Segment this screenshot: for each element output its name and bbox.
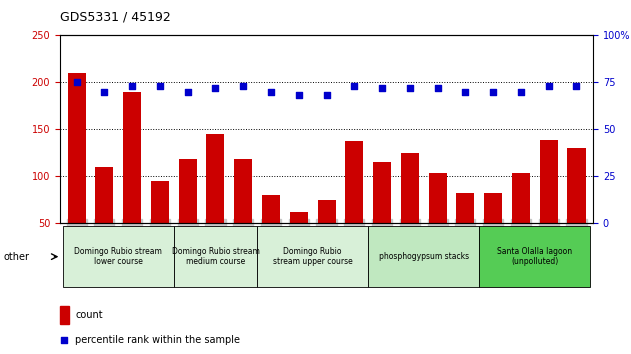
- Point: [461, 89, 471, 95]
- Bar: [290, 212, 308, 270]
- Bar: [262, 195, 280, 270]
- Point: [182, 89, 192, 95]
- Point: [350, 83, 360, 89]
- FancyBboxPatch shape: [369, 226, 480, 287]
- Point: [321, 93, 332, 98]
- Bar: [179, 159, 197, 270]
- Point: [238, 83, 248, 89]
- Text: other: other: [3, 252, 29, 262]
- Point: [266, 89, 276, 95]
- Point: [405, 85, 415, 91]
- Point: [488, 89, 498, 95]
- Point: [127, 83, 137, 89]
- Bar: [206, 134, 225, 270]
- Bar: [456, 193, 475, 270]
- Bar: [345, 141, 363, 270]
- FancyBboxPatch shape: [174, 226, 257, 287]
- Point: [59, 337, 69, 343]
- FancyBboxPatch shape: [62, 226, 174, 287]
- Text: percentile rank within the sample: percentile rank within the sample: [75, 335, 240, 345]
- Bar: [428, 173, 447, 270]
- Point: [71, 79, 81, 85]
- Point: [377, 85, 387, 91]
- Bar: [60, 306, 69, 324]
- Bar: [123, 92, 141, 270]
- Point: [210, 85, 220, 91]
- Bar: [484, 193, 502, 270]
- Point: [155, 83, 165, 89]
- Bar: [151, 181, 169, 270]
- FancyBboxPatch shape: [257, 226, 369, 287]
- Bar: [540, 141, 558, 270]
- Text: count: count: [75, 310, 103, 320]
- Bar: [234, 159, 252, 270]
- Bar: [401, 153, 419, 270]
- Text: Domingo Rubio
stream upper course: Domingo Rubio stream upper course: [273, 247, 353, 266]
- Point: [516, 89, 526, 95]
- Point: [99, 89, 109, 95]
- FancyBboxPatch shape: [480, 226, 591, 287]
- Text: Santa Olalla lagoon
(unpolluted): Santa Olalla lagoon (unpolluted): [497, 247, 572, 266]
- Text: GDS5331 / 45192: GDS5331 / 45192: [60, 10, 171, 23]
- Bar: [373, 162, 391, 270]
- Point: [433, 85, 443, 91]
- Point: [544, 83, 554, 89]
- Point: [293, 93, 304, 98]
- Bar: [68, 73, 86, 270]
- Bar: [95, 167, 114, 270]
- Text: Domingo Rubio stream
lower course: Domingo Rubio stream lower course: [74, 247, 162, 266]
- Point: [572, 83, 582, 89]
- Text: Domingo Rubio stream
medium course: Domingo Rubio stream medium course: [172, 247, 259, 266]
- Bar: [317, 200, 336, 270]
- Bar: [567, 148, 586, 270]
- Text: phosphogypsum stacks: phosphogypsum stacks: [379, 252, 469, 261]
- Bar: [512, 173, 530, 270]
